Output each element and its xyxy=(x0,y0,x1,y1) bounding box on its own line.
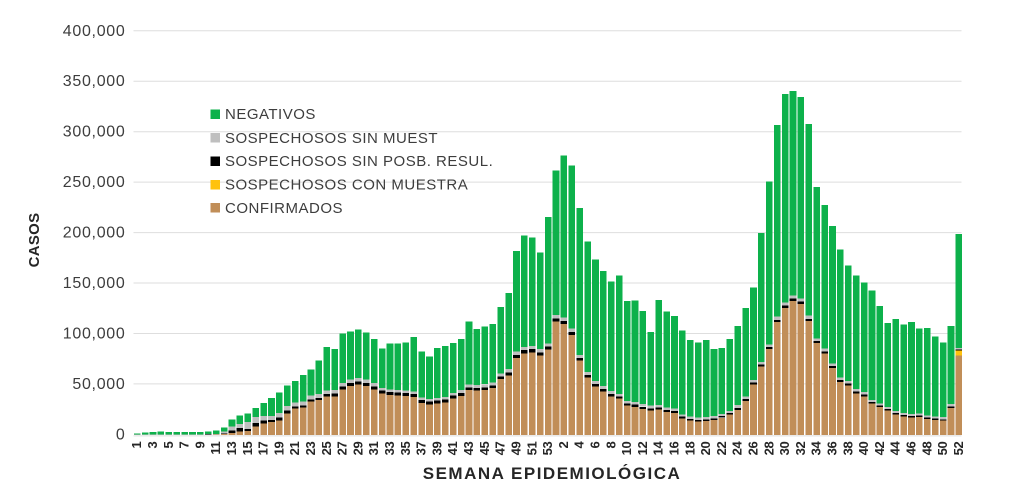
svg-text:53: 53 xyxy=(540,441,555,455)
svg-text:38: 38 xyxy=(840,441,855,455)
svg-text:17: 17 xyxy=(256,441,271,455)
svg-text:300,000: 300,000 xyxy=(63,124,126,141)
svg-text:48: 48 xyxy=(919,441,934,455)
svg-text:350,000: 350,000 xyxy=(63,73,126,90)
svg-text:50,000: 50,000 xyxy=(72,376,125,393)
svg-text:20: 20 xyxy=(698,441,713,455)
svg-text:NEGATIVOS: NEGATIVOS xyxy=(225,106,316,123)
svg-text:28: 28 xyxy=(761,441,776,455)
svg-text:100,000: 100,000 xyxy=(63,326,126,343)
svg-text:40: 40 xyxy=(856,441,871,455)
svg-text:41: 41 xyxy=(445,441,460,455)
svg-text:22: 22 xyxy=(714,441,729,455)
svg-text:14: 14 xyxy=(651,440,666,455)
svg-text:250,000: 250,000 xyxy=(63,174,126,191)
svg-text:43: 43 xyxy=(461,441,476,455)
svg-text:51: 51 xyxy=(524,441,539,455)
svg-text:24: 24 xyxy=(730,440,745,455)
svg-text:37: 37 xyxy=(414,441,429,455)
svg-text:36: 36 xyxy=(824,441,839,455)
svg-text:23: 23 xyxy=(303,441,318,455)
svg-text:27: 27 xyxy=(335,441,350,455)
svg-text:SOSPECHOSOS CON MUESTRA: SOSPECHOSOS CON MUESTRA xyxy=(225,177,468,194)
svg-text:9: 9 xyxy=(192,441,207,448)
svg-text:3: 3 xyxy=(145,441,160,448)
svg-text:7: 7 xyxy=(177,441,192,448)
svg-text:49: 49 xyxy=(508,441,523,455)
svg-text:39: 39 xyxy=(429,441,444,455)
svg-text:150,000: 150,000 xyxy=(63,275,126,292)
svg-text:13: 13 xyxy=(224,441,239,455)
svg-text:4: 4 xyxy=(572,440,587,448)
svg-text:30: 30 xyxy=(777,441,792,455)
svg-text:25: 25 xyxy=(319,441,334,455)
svg-text:19: 19 xyxy=(271,441,286,455)
svg-text:52: 52 xyxy=(951,441,966,455)
svg-text:CONFIRMADOS: CONFIRMADOS xyxy=(225,200,343,217)
svg-text:SOSPECHOSOS SIN POSB. RESUL.: SOSPECHOSOS SIN POSB. RESUL. xyxy=(225,153,493,170)
svg-text:5: 5 xyxy=(161,441,176,448)
svg-text:12: 12 xyxy=(635,441,650,455)
svg-text:32: 32 xyxy=(793,441,808,455)
svg-text:33: 33 xyxy=(382,441,397,455)
svg-text:46: 46 xyxy=(904,441,919,455)
svg-text:200,000: 200,000 xyxy=(63,225,126,242)
svg-text:15: 15 xyxy=(240,441,255,455)
svg-text:SOSPECHOSOS SIN MUEST: SOSPECHOSOS SIN MUEST xyxy=(225,130,438,147)
svg-text:SEMANA EPIDEMIOLÓGICA: SEMANA EPIDEMIOLÓGICA xyxy=(423,464,682,483)
svg-text:26: 26 xyxy=(745,441,760,455)
svg-text:8: 8 xyxy=(603,441,618,448)
svg-text:CASOS: CASOS xyxy=(26,213,43,268)
svg-text:11: 11 xyxy=(208,441,223,454)
svg-text:47: 47 xyxy=(493,441,508,455)
svg-text:21: 21 xyxy=(287,441,302,455)
svg-text:44: 44 xyxy=(888,440,903,455)
svg-text:16: 16 xyxy=(666,441,681,455)
svg-text:45: 45 xyxy=(477,441,492,455)
svg-text:35: 35 xyxy=(398,441,413,455)
svg-text:29: 29 xyxy=(350,441,365,455)
svg-text:34: 34 xyxy=(809,440,824,455)
svg-text:18: 18 xyxy=(682,441,697,455)
svg-text:50: 50 xyxy=(935,441,950,455)
svg-text:0: 0 xyxy=(116,426,126,443)
svg-text:6: 6 xyxy=(587,441,602,448)
svg-text:10: 10 xyxy=(619,441,634,455)
svg-text:2: 2 xyxy=(556,441,571,448)
svg-text:400,000: 400,000 xyxy=(63,23,126,40)
svg-text:31: 31 xyxy=(366,441,381,455)
svg-text:1: 1 xyxy=(129,441,144,448)
svg-text:42: 42 xyxy=(872,441,887,455)
